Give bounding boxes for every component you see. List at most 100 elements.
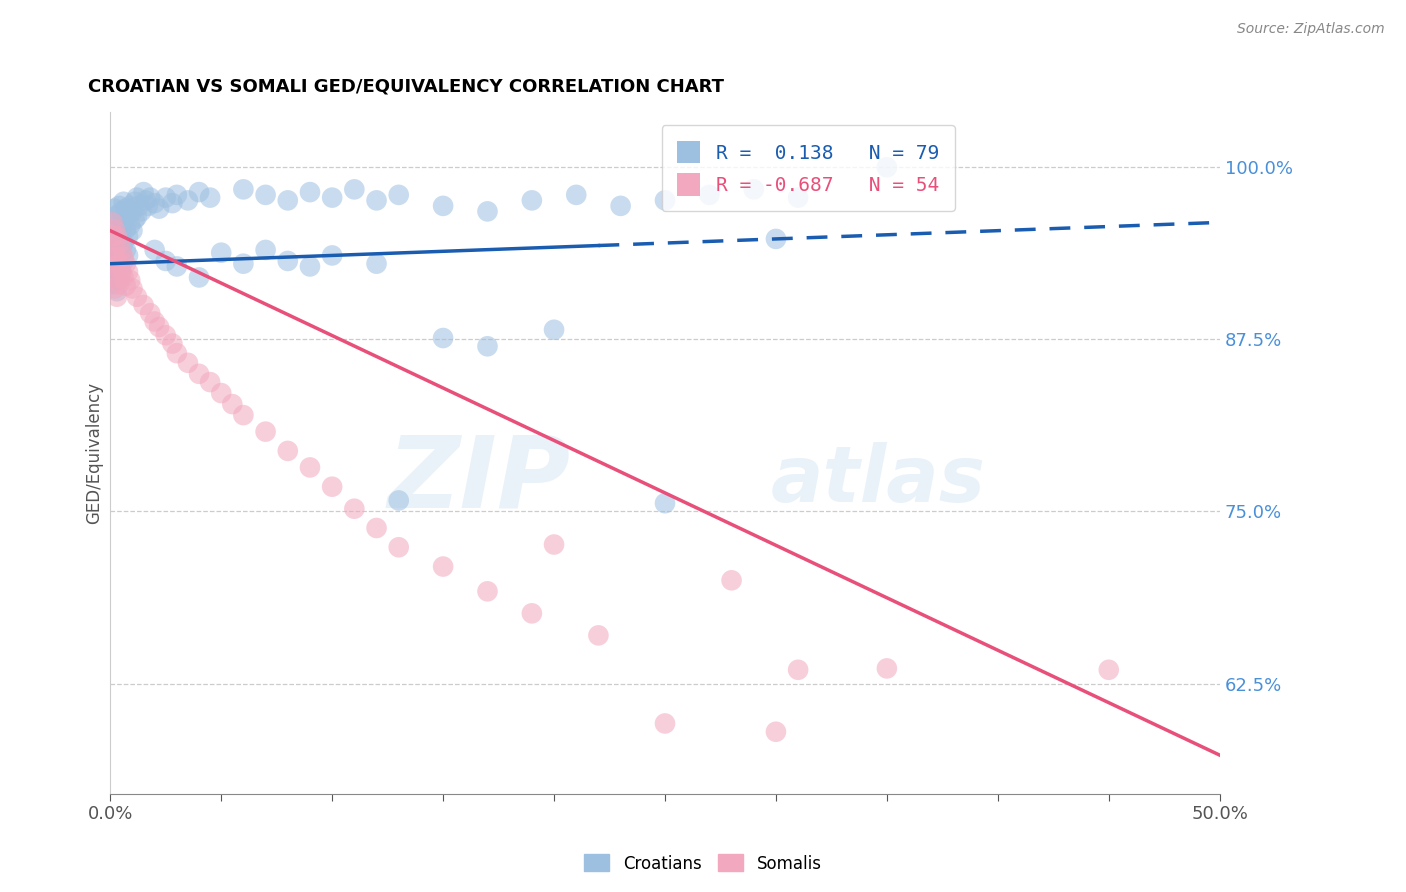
Point (104, 202, 127, 216)
Point (121, 224, 143, 238)
Point (121, 281, 143, 295)
Point (108, 273, 131, 287)
Point (321, 191, 343, 205)
Point (343, 501, 366, 516)
Point (101, 250, 124, 264)
Point (188, 270, 211, 285)
Point (105, 270, 128, 285)
Point (108, 257, 131, 271)
Point (277, 444, 299, 458)
Point (520, 607, 543, 621)
Point (101, 229, 124, 244)
Point (787, 191, 810, 205)
Point (105, 229, 128, 244)
Point (166, 187, 188, 202)
Point (105, 290, 128, 304)
Text: CROATIAN VS SOMALI GED/EQUIVALENCY CORRELATION CHART: CROATIAN VS SOMALI GED/EQUIVALENCY CORRE… (89, 78, 724, 95)
Point (112, 215, 135, 229)
Point (135, 194, 157, 208)
Point (477, 584, 499, 599)
Point (132, 185, 155, 199)
Point (232, 408, 254, 422)
Point (298, 185, 321, 199)
Point (366, 257, 388, 271)
Text: ZIP: ZIP (388, 432, 571, 529)
Point (232, 182, 254, 196)
Point (112, 235, 135, 250)
Point (720, 574, 742, 588)
Point (139, 306, 162, 320)
Point (128, 199, 150, 213)
Point (104, 276, 127, 290)
Point (105, 284, 128, 298)
Point (108, 199, 131, 213)
Point (143, 243, 166, 257)
Point (110, 265, 132, 279)
Point (432, 331, 454, 345)
Point (543, 537, 565, 551)
Point (155, 191, 177, 205)
Point (232, 257, 254, 271)
Point (388, 493, 411, 508)
Point (105, 268, 128, 282)
Point (432, 559, 454, 574)
Point (366, 194, 388, 208)
Point (166, 260, 188, 274)
Point (143, 314, 166, 328)
Point (104, 222, 127, 236)
Point (198, 375, 221, 389)
Point (609, 199, 631, 213)
Point (108, 235, 131, 250)
Point (104, 222, 127, 236)
Point (104, 243, 127, 257)
Point (114, 243, 136, 257)
Point (543, 323, 565, 337)
Point (432, 199, 454, 213)
Point (108, 237, 131, 252)
Point (101, 250, 124, 264)
Point (209, 245, 232, 260)
Point (117, 248, 139, 262)
Point (765, 724, 787, 739)
Point (654, 496, 676, 510)
Point (477, 339, 499, 353)
Point (198, 191, 221, 205)
Point (162, 196, 184, 211)
Point (388, 187, 411, 202)
Point (654, 716, 676, 731)
Point (588, 628, 610, 642)
Point (112, 254, 135, 268)
Point (765, 232, 787, 246)
Legend: Croatians, Somalis: Croatians, Somalis (578, 847, 828, 880)
Point (117, 209, 139, 223)
Point (108, 277, 131, 292)
Point (105, 245, 128, 260)
Point (343, 182, 366, 196)
Point (101, 235, 124, 250)
Point (321, 480, 343, 494)
Point (277, 254, 299, 268)
Point (101, 277, 124, 292)
Point (125, 210, 148, 224)
Point (110, 245, 132, 260)
Point (321, 248, 343, 262)
Point (699, 187, 721, 202)
Point (132, 298, 155, 312)
Point (114, 222, 136, 236)
Point (366, 521, 388, 535)
Point (108, 218, 131, 232)
Point (148, 320, 170, 334)
Point (114, 257, 136, 271)
Point (298, 260, 321, 274)
Point (477, 204, 499, 219)
Point (105, 250, 128, 264)
Point (121, 204, 143, 219)
Point (104, 260, 127, 274)
Point (155, 328, 177, 343)
Point (112, 194, 135, 209)
Point (114, 202, 136, 216)
Point (110, 265, 132, 279)
Point (162, 336, 184, 351)
Point (148, 202, 170, 216)
Point (166, 346, 188, 360)
